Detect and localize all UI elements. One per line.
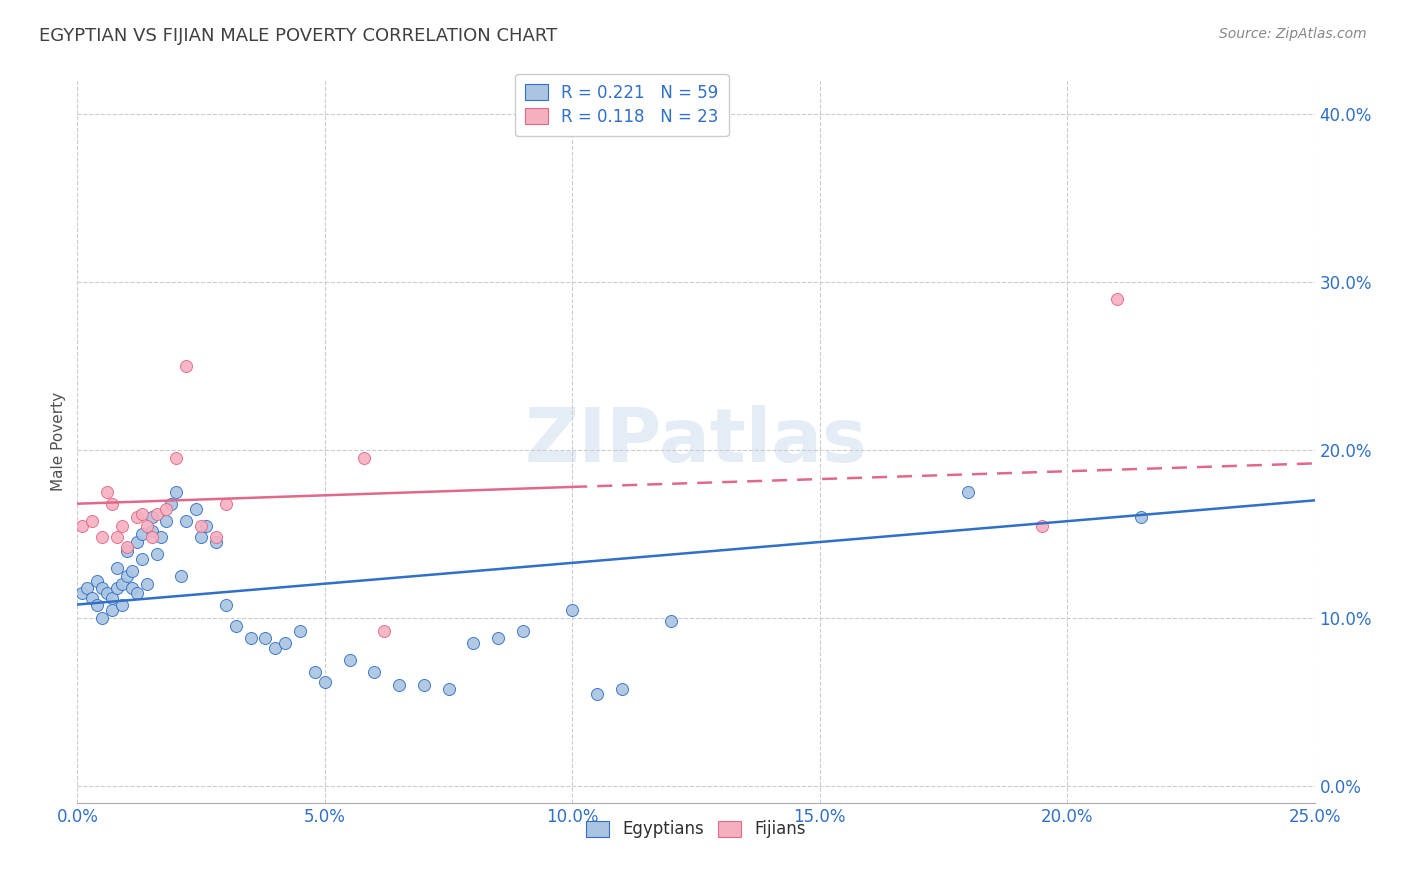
- Point: [82, 591, 104, 605]
- Point: [76, 581, 98, 595]
- Point: [195, 518, 218, 533]
- Point: [437, 681, 460, 696]
- Point: [96, 586, 118, 600]
- Point: [160, 497, 183, 511]
- Point: [215, 497, 238, 511]
- Point: [135, 518, 157, 533]
- Point: [105, 581, 128, 595]
- Point: [155, 501, 177, 516]
- Point: [155, 514, 177, 528]
- Point: [304, 665, 326, 679]
- Point: [135, 577, 157, 591]
- Point: [91, 611, 114, 625]
- Point: [174, 359, 197, 373]
- Point: [72, 586, 94, 600]
- Point: [388, 678, 411, 692]
- Point: [125, 586, 148, 600]
- Point: [215, 598, 238, 612]
- Point: [111, 598, 134, 612]
- Point: [264, 641, 287, 656]
- Point: [412, 678, 434, 692]
- Point: [141, 530, 163, 544]
- Point: [1105, 292, 1128, 306]
- Text: EGYPTIAN VS FIJIAN MALE POVERTY CORRELATION CHART: EGYPTIAN VS FIJIAN MALE POVERTY CORRELAT…: [39, 27, 558, 45]
- Point: [659, 615, 682, 629]
- Point: [190, 530, 212, 544]
- Point: [1130, 510, 1153, 524]
- Point: [184, 501, 207, 516]
- Y-axis label: Male Poverty: Male Poverty: [51, 392, 66, 491]
- Point: [86, 598, 108, 612]
- Point: [190, 518, 212, 533]
- Point: [91, 581, 114, 595]
- Point: [239, 631, 262, 645]
- Point: [141, 524, 163, 538]
- Point: [101, 497, 124, 511]
- Point: [205, 530, 228, 544]
- Point: [101, 591, 124, 605]
- Legend: Egyptians, Fijians: Egyptians, Fijians: [579, 814, 813, 845]
- Point: [165, 451, 187, 466]
- Point: [957, 485, 980, 500]
- Point: [96, 485, 118, 500]
- Point: [486, 631, 509, 645]
- Point: [145, 547, 167, 561]
- Point: [121, 564, 143, 578]
- Point: [225, 619, 247, 633]
- Point: [174, 514, 197, 528]
- Point: [288, 624, 311, 639]
- Point: [463, 636, 485, 650]
- Point: [254, 631, 277, 645]
- Point: [82, 514, 104, 528]
- Point: [101, 602, 124, 616]
- Point: [274, 636, 297, 650]
- Point: [125, 510, 148, 524]
- Point: [314, 674, 336, 689]
- Point: [131, 527, 153, 541]
- Point: [105, 560, 128, 574]
- Point: [131, 507, 153, 521]
- Text: ZIPatlas: ZIPatlas: [524, 405, 868, 478]
- Point: [141, 510, 163, 524]
- Point: [610, 681, 633, 696]
- Point: [111, 577, 134, 591]
- Text: Source: ZipAtlas.com: Source: ZipAtlas.com: [1219, 27, 1367, 41]
- Point: [145, 507, 167, 521]
- Point: [131, 552, 153, 566]
- Point: [115, 569, 138, 583]
- Point: [111, 518, 134, 533]
- Point: [363, 665, 385, 679]
- Point: [512, 624, 534, 639]
- Point: [353, 451, 375, 466]
- Point: [165, 485, 187, 500]
- Point: [72, 518, 94, 533]
- Point: [115, 543, 138, 558]
- Point: [125, 535, 148, 549]
- Point: [170, 569, 193, 583]
- Point: [115, 541, 138, 555]
- Point: [105, 530, 128, 544]
- Point: [205, 535, 228, 549]
- Point: [561, 602, 583, 616]
- Point: [586, 687, 609, 701]
- Point: [150, 530, 173, 544]
- Point: [121, 581, 143, 595]
- Point: [373, 624, 395, 639]
- Point: [339, 653, 361, 667]
- Point: [1031, 518, 1053, 533]
- Point: [86, 574, 108, 588]
- Point: [91, 530, 114, 544]
